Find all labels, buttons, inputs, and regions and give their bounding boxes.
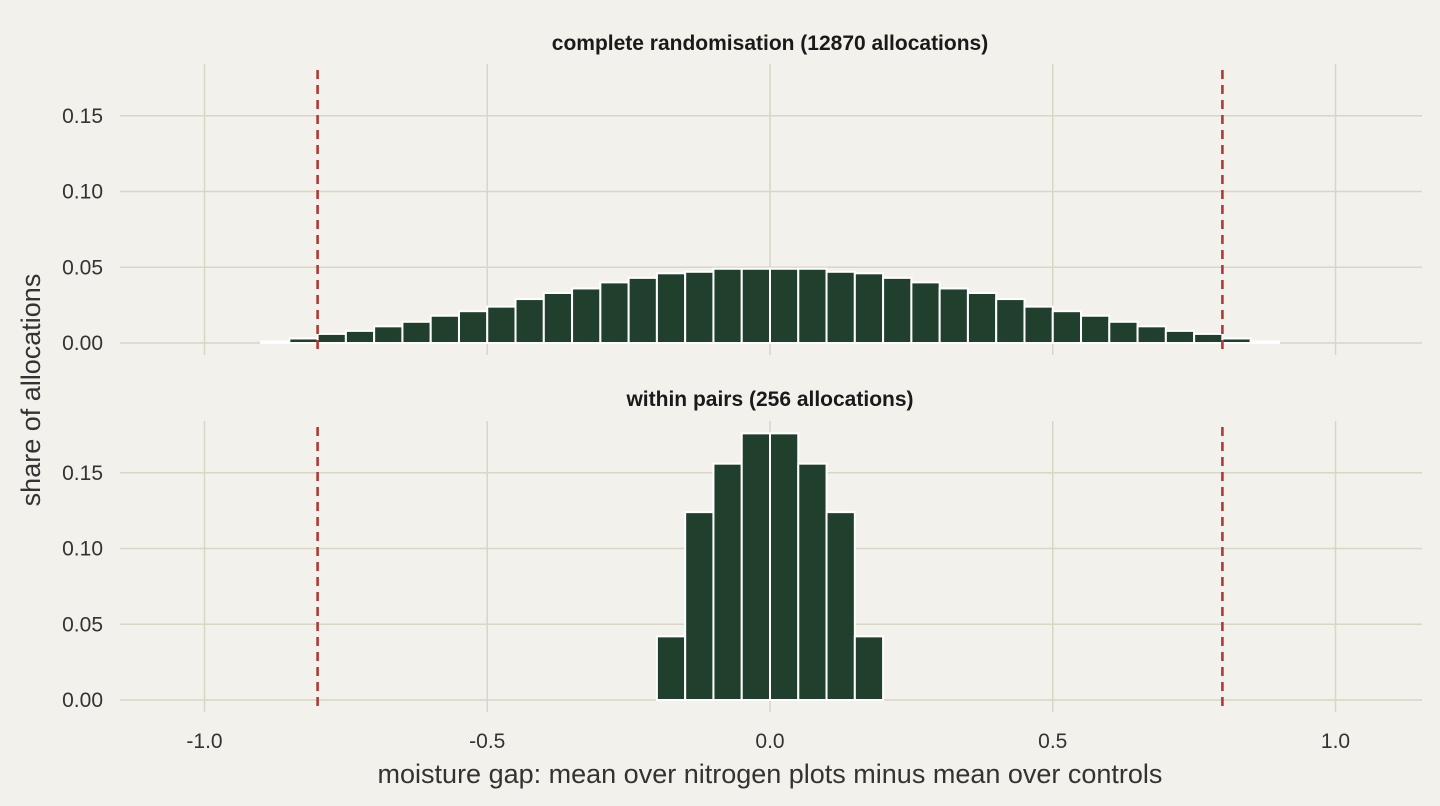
x-axis-label: moisture gap: mean over nitrogen plots m… — [378, 759, 1163, 789]
histogram-bar — [797, 462, 828, 701]
histogram-bar — [1164, 329, 1196, 345]
x-tick-labels: -1.0 -0.5 0.0 0.5 1.0 — [186, 730, 1350, 753]
histogram-bar — [853, 272, 885, 344]
panel-within-pairs: 0.00 0.05 0.10 0.15 within pairs (256 alloc… — [62, 388, 1422, 712]
y-axis-label: share of allocations — [16, 274, 46, 507]
histogram-bar — [571, 287, 602, 344]
y-tick-label: 0.10 — [62, 181, 103, 204]
histogram-bar — [712, 462, 743, 701]
histogram-bar — [995, 298, 1026, 345]
histogram-bar — [316, 332, 347, 345]
histogram-bar — [1249, 340, 1280, 344]
histogram-bar — [740, 432, 771, 701]
panel-reference-lines — [316, 427, 1224, 707]
x-tick-label: 1.0 — [1321, 730, 1350, 753]
y-tick-label: 0.10 — [62, 538, 103, 561]
histogram-bar — [1193, 332, 1224, 345]
histogram-bar — [740, 267, 771, 345]
x-tick-label: 0.0 — [755, 730, 784, 753]
histogram-bar — [457, 310, 489, 344]
y-tick-label: 0.05 — [62, 256, 103, 279]
histogram-bar — [684, 511, 715, 702]
histogram-bar — [1080, 314, 1111, 345]
histogram-bar — [825, 511, 856, 702]
histogram-bar — [542, 292, 574, 345]
histogram-bar — [401, 320, 432, 345]
histogram-bar — [938, 287, 969, 344]
histogram-bar — [599, 281, 630, 344]
panel-bars — [260, 267, 1280, 345]
y-tick-label: 0.00 — [62, 332, 103, 355]
histogram-bar — [288, 337, 319, 344]
x-tick-label: -1.0 — [186, 730, 222, 753]
y-tick-label: 0.15 — [62, 105, 103, 128]
x-tick-label: 0.5 — [1038, 730, 1067, 753]
histogram-bar — [655, 635, 687, 701]
panel-title: complete randomisation (12870 allocation… — [552, 32, 988, 55]
histogram-bar — [769, 267, 800, 345]
panel-y-tick-labels: 0.00 0.05 0.10 0.15 — [62, 105, 103, 355]
histogram-bar — [1136, 325, 1167, 344]
histogram-bar — [684, 270, 715, 345]
panel-complete-randomisation: 0.00 0.05 0.10 0.15 complete randomisation … — [62, 32, 1422, 355]
histogram-bar — [1221, 337, 1252, 344]
x-tick-label: -0.5 — [469, 730, 505, 753]
histogram-bar — [429, 314, 460, 345]
histogram-bar — [1051, 310, 1083, 344]
histogram-bar — [486, 305, 517, 345]
histogram-bar — [514, 298, 545, 345]
histogram-bar — [853, 635, 885, 701]
panel-y-tick-labels: 0.00 0.05 0.10 0.15 — [62, 462, 103, 712]
histogram-bar — [712, 267, 743, 345]
histogram-bar — [1108, 320, 1139, 345]
panel-reference-lines — [316, 70, 1224, 350]
histogram-bar — [966, 292, 998, 345]
histogram-bar — [825, 270, 856, 345]
histogram-bar — [627, 276, 658, 345]
histogram-bar — [797, 267, 828, 345]
y-tick-label: 0.00 — [62, 689, 103, 712]
y-tick-label: 0.05 — [62, 613, 103, 636]
histogram-bar — [1023, 305, 1054, 345]
histogram-bar — [655, 272, 687, 344]
histogram-bar — [882, 276, 913, 345]
histogram-bar — [260, 340, 291, 344]
histogram-bar — [344, 329, 376, 345]
panel-title: within pairs (256 allocations) — [625, 388, 913, 411]
y-tick-label: 0.15 — [62, 462, 103, 485]
histogram-bar — [373, 325, 404, 344]
panel-bars — [655, 432, 885, 702]
histogram-bar — [769, 432, 800, 701]
histogram-bar — [910, 281, 941, 344]
